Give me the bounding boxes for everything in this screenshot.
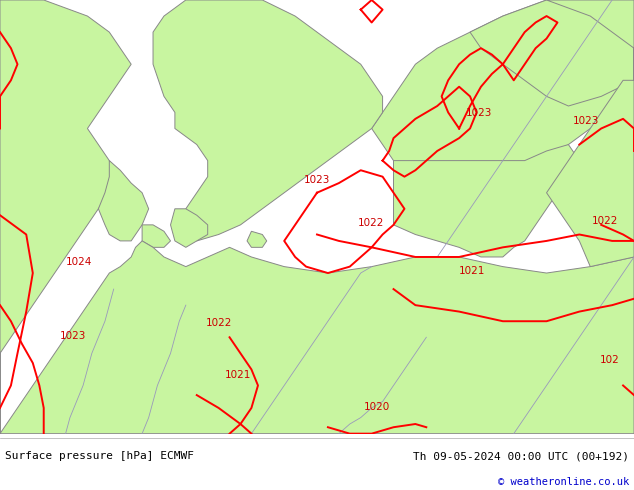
Polygon shape (394, 145, 579, 257)
Text: 1021: 1021 (224, 370, 251, 380)
Polygon shape (247, 231, 267, 247)
Text: 1020: 1020 (364, 402, 391, 412)
Text: 1022: 1022 (592, 216, 619, 226)
Text: 1021: 1021 (459, 266, 486, 276)
Polygon shape (171, 209, 208, 247)
Text: Th 09-05-2024 00:00 UTC (00+192): Th 09-05-2024 00:00 UTC (00+192) (413, 451, 629, 461)
Text: 1023: 1023 (60, 331, 86, 341)
Text: 1023: 1023 (573, 117, 600, 126)
Polygon shape (98, 161, 148, 241)
Polygon shape (0, 241, 634, 434)
Text: 1023: 1023 (304, 175, 330, 185)
Text: 1022: 1022 (205, 318, 232, 328)
Text: 1022: 1022 (358, 219, 384, 228)
Polygon shape (153, 0, 382, 241)
Polygon shape (547, 0, 634, 267)
Polygon shape (0, 0, 131, 434)
Text: 1024: 1024 (66, 257, 93, 268)
Polygon shape (372, 0, 634, 215)
Text: © weatheronline.co.uk: © weatheronline.co.uk (498, 477, 629, 487)
Polygon shape (142, 225, 171, 247)
Polygon shape (470, 0, 634, 106)
Text: 1023: 1023 (465, 108, 492, 118)
Text: 102: 102 (600, 355, 620, 365)
Text: Surface pressure [hPa] ECMWF: Surface pressure [hPa] ECMWF (5, 451, 194, 461)
